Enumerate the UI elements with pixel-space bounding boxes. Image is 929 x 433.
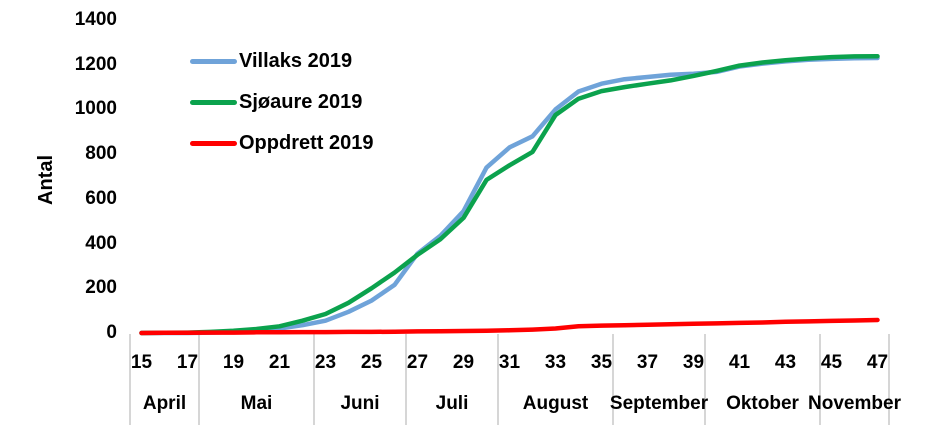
month-cell-juli: Juli: [406, 392, 498, 416]
series-line-sjøaure-2019: [139, 53, 880, 336]
week-tick-label-25: 25: [360, 352, 383, 373]
month-cell-juni: Juni: [314, 392, 406, 416]
month-label: Juli: [435, 393, 469, 414]
legend: Villaks 2019 Sjøaure 2019 Oppdrett 2019: [190, 50, 373, 173]
y-tick-label-600: 600: [85, 187, 117, 209]
month-cell-september: September: [609, 392, 709, 416]
week-tick-label-45: 45: [820, 352, 843, 373]
month-label: August: [522, 393, 589, 414]
legend-item-sjøaure-2019: Sjøaure 2019: [190, 91, 373, 113]
legend-line-icon: [190, 99, 237, 105]
week-tick-label-17: 17: [176, 352, 199, 373]
y-tick-label-400: 400: [85, 232, 117, 254]
week-tick-label-35: 35: [590, 352, 613, 373]
month-label: Oktober: [726, 393, 799, 414]
week-tick-label-19: 19: [222, 352, 245, 373]
week-tick-label-33: 33: [544, 352, 567, 373]
month-cell-mai: Mai: [199, 392, 314, 416]
legend-label: Villaks 2019: [239, 49, 353, 72]
legend-item-villaks-2019: Villaks 2019: [190, 50, 373, 72]
y-tick-label-0: 0: [106, 322, 117, 343]
week-tick-label-21: 21: [268, 352, 291, 373]
month-cell-november: November: [808, 392, 901, 416]
month-cell-oktober: Oktober: [705, 392, 820, 416]
month-label: November: [808, 393, 901, 414]
week-tick-label-29: 29: [452, 352, 475, 373]
month-label: April: [142, 393, 187, 414]
month-label: Juni: [340, 393, 380, 414]
y-tick-label-800: 800: [85, 143, 117, 165]
y-tick-label-1400: 1400: [74, 9, 117, 30]
month-label: Mai: [240, 393, 273, 414]
legend-label: Oppdrett 2019: [239, 131, 374, 154]
month-cell-april: April: [130, 392, 199, 416]
legend-label: Sjøaure 2019: [239, 90, 363, 113]
legend-line-icon: [190, 140, 237, 146]
series-line-oppdrett-2019: [139, 317, 880, 336]
week-tick-label-15: 15: [130, 352, 153, 373]
week-tick-label-23: 23: [314, 352, 337, 373]
week-tick-label-47: 47: [866, 352, 889, 373]
legend-item-oppdrett-2019: Oppdrett 2019: [190, 132, 373, 154]
week-tick-label-31: 31: [498, 352, 521, 373]
month-cell-august: August: [498, 392, 613, 416]
week-tick-label-43: 43: [774, 352, 797, 373]
week-tick-label-37: 37: [636, 352, 659, 373]
week-tick-label-27: 27: [406, 352, 429, 373]
week-tick-label-41: 41: [728, 352, 751, 373]
month-label: September: [609, 393, 709, 414]
legend-line-icon: [190, 58, 237, 64]
y-tick-label-1000: 1000: [74, 98, 117, 120]
week-tick-label-39: 39: [682, 352, 705, 373]
y-tick-label-1200: 1200: [74, 53, 117, 75]
y-tick-label-200: 200: [85, 277, 117, 299]
